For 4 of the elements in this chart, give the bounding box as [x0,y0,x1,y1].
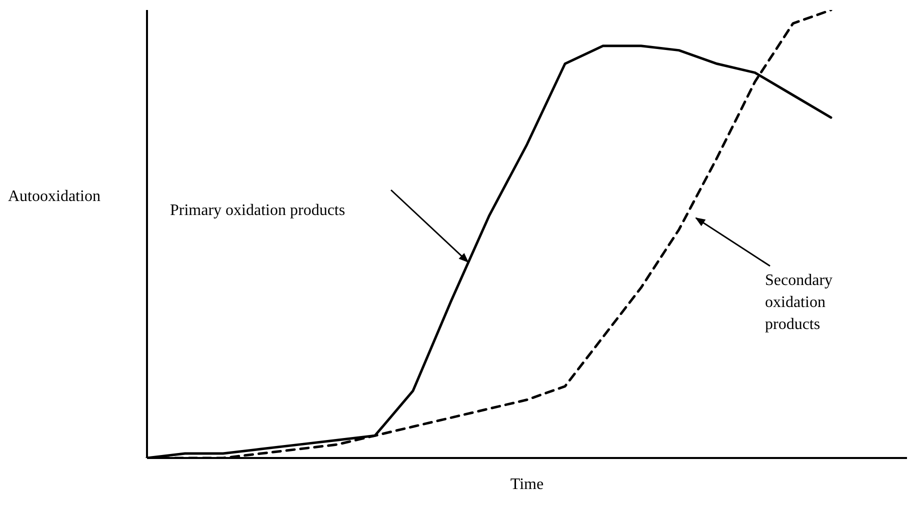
annotation: Secondary oxidation products [765,271,834,335]
y-axis-title: Autooxidation [8,188,100,206]
x-axis-title: Time [509,476,545,494]
annotation: Primary oxidation products [170,201,346,221]
